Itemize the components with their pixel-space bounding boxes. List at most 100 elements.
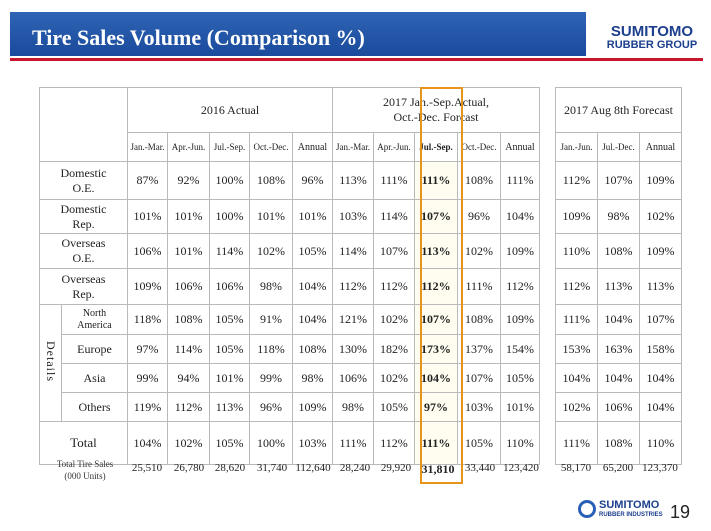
- value-cell: 108%: [457, 304, 501, 335]
- corner-cell: [39, 87, 128, 162]
- value-cell: 130%: [332, 334, 374, 364]
- details-group-label: Details: [39, 304, 62, 422]
- row-label-line-2: America: [77, 319, 112, 331]
- forecast-value-cell: 108%: [597, 421, 640, 465]
- col-fc-annual: Annual: [639, 132, 682, 162]
- value-cell: 97%: [414, 392, 458, 422]
- table-row: Overseas O.E. 106% 101% 114% 102% 105% 114% 107%…: [39, 233, 540, 269]
- forecast-value-cell: 107%: [597, 161, 640, 200]
- table-row: Others 119% 112% 113% 96% 109% 98% 105% 97% 103% 1…: [40, 392, 540, 422]
- row-label: Domestic O.E.: [39, 161, 128, 200]
- title-bar: Tire Sales Volume (Comparison %) SUMITOM…: [0, 0, 711, 63]
- value-cell: 105%: [373, 392, 415, 422]
- row-label-line-1: North: [82, 307, 107, 319]
- value-cell: 113%: [209, 392, 250, 422]
- logo-emblem-icon: [578, 500, 596, 518]
- value-cell: 173%: [414, 334, 458, 364]
- value-cell: 111%: [500, 161, 540, 200]
- value-cell: 98%: [292, 363, 333, 393]
- forecast-value-cell: 102%: [639, 199, 682, 234]
- value-cell: 105%: [209, 421, 250, 465]
- forecast-value-cell: 113%: [597, 268, 640, 305]
- forecast-value-cell: 111%: [555, 304, 598, 335]
- value-cell: 108%: [249, 161, 293, 200]
- value-cell: 104%: [500, 199, 540, 234]
- footer-logo-text: SUMITOMO RUBBER INDUSTRIES: [599, 500, 663, 519]
- forecast-value-cell: 111%: [555, 421, 598, 465]
- value-cell: 182%: [373, 334, 415, 364]
- row-label: Overseas Rep.: [39, 268, 128, 305]
- value-cell: 112%: [167, 392, 210, 422]
- forecast-row: 111% 104% 107%: [555, 304, 682, 335]
- value-cell: 108%: [292, 334, 333, 364]
- value-cell: 102%: [373, 304, 415, 335]
- value-cell: 98%: [332, 392, 374, 422]
- value-cell: 105%: [457, 421, 501, 465]
- value-cell: 96%: [292, 161, 333, 200]
- value-cell: 96%: [249, 392, 293, 422]
- row-label: Europe: [61, 334, 128, 364]
- row-label-line-1: Asia: [83, 370, 106, 385]
- forecast-value-cell: 158%: [639, 334, 682, 364]
- forecast-value-cell: 153%: [555, 334, 598, 364]
- col-2016-annual: Annual: [292, 132, 333, 162]
- value-cell: 118%: [127, 304, 168, 335]
- table-row: Details North America 118% 108% 105% 91% 104% 12…: [39, 304, 540, 422]
- forecast-value-cell: 104%: [639, 392, 682, 422]
- forecast-value-cell: 104%: [597, 363, 640, 393]
- header-2017-line-1: 2017 Jan.-Sep.Actual,: [383, 95, 489, 109]
- value-cell: 98%: [249, 268, 293, 305]
- forecast-row: 111% 108% 110%: [555, 421, 682, 465]
- value-cell: 101%: [167, 233, 210, 269]
- forecast-row: 104% 104% 104%: [555, 363, 682, 393]
- row-label: Others: [61, 392, 128, 422]
- value-cell: 91%: [249, 304, 293, 335]
- forecast-value-cell: 112%: [555, 268, 598, 305]
- header-2017-line-2: Oct.-Dec. Forcast: [393, 110, 479, 124]
- value-cell: 106%: [209, 268, 250, 305]
- value-cell: 114%: [373, 199, 415, 234]
- details-label: Details: [44, 340, 58, 382]
- table-row: Asia 99% 94% 101% 99% 98% 106% 102% 104% 107% 105%: [40, 363, 540, 393]
- page-number: 19: [670, 502, 691, 522]
- value-cell: 106%: [332, 363, 374, 393]
- units-value: 26,780: [173, 462, 205, 474]
- units-value: 123,420: [503, 462, 539, 474]
- units-value: 112,640: [295, 462, 331, 474]
- value-cell: 137%: [457, 334, 501, 364]
- value-cell: 107%: [414, 304, 458, 335]
- forecast-row: 110% 108% 109%: [555, 233, 682, 269]
- value-cell: 104%: [292, 268, 333, 305]
- col-fc-jan-jun: Jan.-Jun.: [555, 132, 598, 162]
- value-cell: 92%: [167, 161, 210, 200]
- header-2016-actual: 2016 Actual: [127, 87, 333, 133]
- value-cell: 96%: [457, 199, 501, 234]
- value-cell: 111%: [414, 421, 458, 465]
- value-cell: 101%: [249, 199, 293, 234]
- forecast-value-cell: 109%: [639, 233, 682, 269]
- forecast-row: 112% 113% 113%: [555, 268, 682, 305]
- table-row: Overseas Rep. 109% 106% 106% 98% 104% 112% 112% 1…: [39, 268, 540, 305]
- col-2017-annual: Annual: [500, 132, 540, 162]
- row-label-line-1: Overseas: [61, 236, 106, 250]
- col-fc-jul-dec: Jul.-Dec.: [597, 132, 640, 162]
- value-cell: 104%: [414, 363, 458, 393]
- value-cell: 103%: [332, 199, 374, 234]
- value-cell: 112%: [373, 421, 415, 465]
- value-cell: 111%: [414, 161, 458, 200]
- value-cell: 114%: [167, 334, 210, 364]
- sumitomo-rubber-industries-logo: SUMITOMO RUBBER INDUSTRIES: [578, 500, 663, 518]
- value-cell: 102%: [167, 421, 210, 465]
- forecast-value-cell: 108%: [597, 233, 640, 269]
- value-cell: 105%: [209, 334, 250, 364]
- row-label-line-1: Overseas: [61, 271, 106, 286]
- value-cell: 101%: [292, 199, 333, 234]
- value-cell: 106%: [127, 233, 168, 269]
- row-label-line-1: Others: [78, 399, 111, 414]
- header-2017-aug-forecast: 2017 Aug 8th Forecast: [555, 87, 682, 133]
- value-cell: 103%: [457, 392, 501, 422]
- value-cell: 103%: [292, 421, 333, 465]
- forecast-value-cell: 107%: [639, 304, 682, 335]
- value-cell: 101%: [209, 363, 250, 393]
- forecast-value-cell: 110%: [555, 233, 598, 269]
